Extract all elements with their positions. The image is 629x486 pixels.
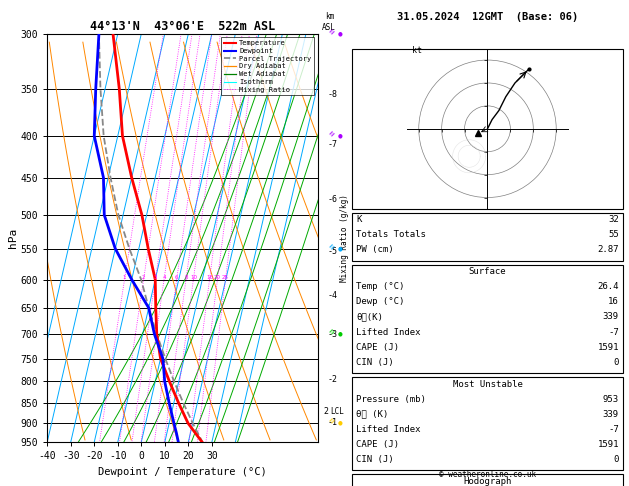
Text: 16: 16 bbox=[608, 297, 619, 307]
Text: LCL: LCL bbox=[330, 407, 344, 416]
Text: km
ASL: km ASL bbox=[322, 12, 337, 32]
Text: 8: 8 bbox=[184, 275, 187, 279]
Text: CAPE (J): CAPE (J) bbox=[356, 343, 399, 352]
Text: © weatheronline.co.uk: © weatheronline.co.uk bbox=[439, 469, 536, 479]
Text: ≡: ≡ bbox=[328, 27, 337, 36]
Text: -2: -2 bbox=[327, 375, 337, 383]
Text: θᴇ(K): θᴇ(K) bbox=[356, 312, 383, 322]
Text: 6: 6 bbox=[175, 275, 179, 279]
Text: -7: -7 bbox=[608, 425, 619, 434]
Text: 4: 4 bbox=[162, 275, 166, 279]
Text: Totals Totals: Totals Totals bbox=[356, 230, 426, 240]
Text: 25: 25 bbox=[222, 275, 229, 279]
Text: Dewp (°C): Dewp (°C) bbox=[356, 297, 404, 307]
Text: Lifted Index: Lifted Index bbox=[356, 425, 421, 434]
Text: CIN (J): CIN (J) bbox=[356, 455, 394, 464]
Y-axis label: hPa: hPa bbox=[8, 228, 18, 248]
Legend: Temperature, Dewpoint, Parcel Trajectory, Dry Adiabat, Wet Adiabat, Isotherm, Mi: Temperature, Dewpoint, Parcel Trajectory… bbox=[221, 37, 314, 95]
Text: 2: 2 bbox=[142, 275, 145, 279]
Text: ●: ● bbox=[337, 246, 342, 251]
Text: 2: 2 bbox=[324, 407, 329, 416]
Text: CAPE (J): CAPE (J) bbox=[356, 440, 399, 449]
Text: ≡: ≡ bbox=[328, 417, 337, 425]
Text: Most Unstable: Most Unstable bbox=[452, 380, 523, 389]
Text: 1591: 1591 bbox=[598, 343, 619, 352]
Text: 1591: 1591 bbox=[598, 440, 619, 449]
Text: -1: -1 bbox=[327, 418, 337, 427]
Text: -7: -7 bbox=[327, 140, 337, 149]
Text: 0: 0 bbox=[613, 455, 619, 464]
Text: Surface: Surface bbox=[469, 267, 506, 277]
Text: -7: -7 bbox=[608, 328, 619, 337]
Text: 31.05.2024  12GMT  (Base: 06): 31.05.2024 12GMT (Base: 06) bbox=[397, 12, 578, 22]
Text: -8: -8 bbox=[327, 90, 337, 99]
Text: -6: -6 bbox=[327, 194, 337, 204]
Text: 953: 953 bbox=[603, 395, 619, 404]
Text: ●: ● bbox=[337, 420, 342, 426]
Text: ●: ● bbox=[337, 134, 342, 139]
Text: ●: ● bbox=[337, 32, 342, 36]
Text: ≡: ≡ bbox=[328, 242, 337, 250]
Text: 0: 0 bbox=[613, 358, 619, 367]
Text: Pressure (mb): Pressure (mb) bbox=[356, 395, 426, 404]
Text: 26.4: 26.4 bbox=[598, 282, 619, 292]
Text: PW (cm): PW (cm) bbox=[356, 245, 394, 255]
Text: Mixing Ratio (g/kg): Mixing Ratio (g/kg) bbox=[340, 194, 349, 282]
Text: -4: -4 bbox=[327, 291, 337, 300]
Text: ≡: ≡ bbox=[328, 328, 337, 336]
Text: 10: 10 bbox=[190, 275, 197, 279]
Text: θᴇ (K): θᴇ (K) bbox=[356, 410, 388, 419]
Text: ≡: ≡ bbox=[328, 129, 337, 138]
Text: 20: 20 bbox=[214, 275, 221, 279]
Text: CIN (J): CIN (J) bbox=[356, 358, 394, 367]
Text: Lifted Index: Lifted Index bbox=[356, 328, 421, 337]
Text: kt: kt bbox=[412, 46, 422, 55]
Text: -3: -3 bbox=[327, 330, 337, 339]
Title: 44°13'N  43°06'E  522m ASL: 44°13'N 43°06'E 522m ASL bbox=[90, 20, 275, 33]
Text: 55: 55 bbox=[608, 230, 619, 240]
Text: -5: -5 bbox=[327, 247, 337, 256]
Text: Temp (°C): Temp (°C) bbox=[356, 282, 404, 292]
Text: 1: 1 bbox=[123, 275, 126, 279]
Text: 339: 339 bbox=[603, 312, 619, 322]
X-axis label: Dewpoint / Temperature (°C): Dewpoint / Temperature (°C) bbox=[98, 467, 267, 477]
Text: K: K bbox=[356, 215, 362, 225]
Text: 3: 3 bbox=[153, 275, 157, 279]
Text: ●: ● bbox=[337, 331, 342, 337]
Text: 2.87: 2.87 bbox=[598, 245, 619, 255]
Text: 339: 339 bbox=[603, 410, 619, 419]
Text: 16: 16 bbox=[206, 275, 213, 279]
Text: 32: 32 bbox=[608, 215, 619, 225]
Text: Hodograph: Hodograph bbox=[464, 477, 511, 486]
